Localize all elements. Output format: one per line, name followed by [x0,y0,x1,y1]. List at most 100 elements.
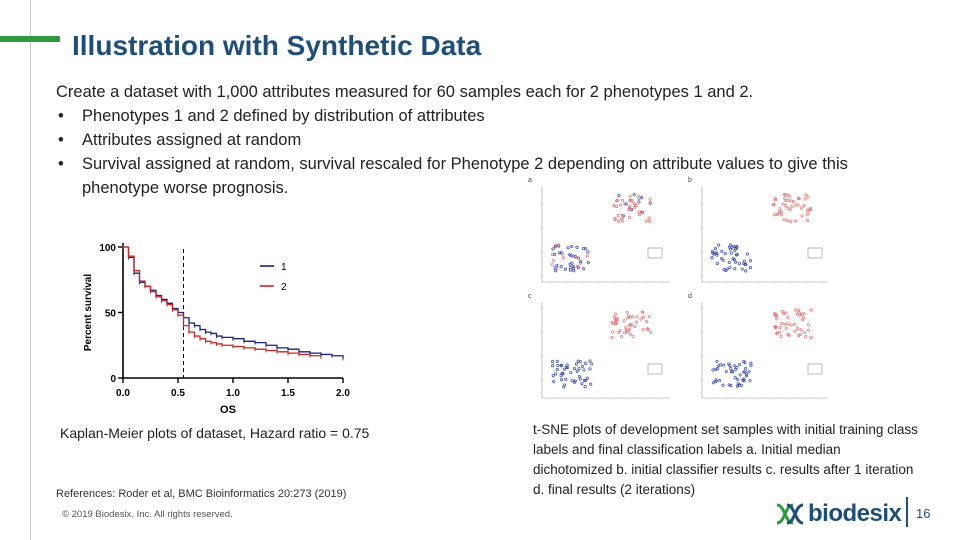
tsne-point [579,260,583,264]
tsne-point [786,316,790,320]
tsne-point [773,311,777,316]
km-series-line-2 [123,246,322,358]
tsne-point [580,364,584,368]
logo-wordmark: biodesix [808,500,902,527]
tsne-point [806,328,810,332]
tsne-point [748,379,752,383]
tsne-point [715,253,719,257]
tsne-point [735,253,739,257]
tsne-point [623,202,627,206]
tsne-point [731,257,735,261]
tsne-point [639,317,643,321]
tsne-point [632,193,636,197]
tsne-point [730,370,734,374]
tsne-point [710,249,715,253]
tsne-point [795,326,800,330]
tsne-point [581,267,586,271]
tsne-point [557,251,562,255]
tsne-point [786,198,790,202]
tsne-point [616,317,620,321]
tsne-point [628,194,632,199]
tsne-point [802,330,806,335]
tsne-point [713,247,718,251]
tsne-point [744,262,748,267]
tsne-point [632,206,636,210]
tsne-point [570,244,574,248]
tsne-point [747,369,751,374]
tsne-point [783,322,787,326]
tsne-point [809,308,813,312]
tsne-point [633,324,637,329]
tsne-point [744,372,748,376]
tsne-point [804,335,808,339]
tsne-point [637,210,641,214]
tsne-point [621,219,625,223]
intro-text: Create a dataset with 1,000 attributes m… [56,83,754,101]
tsne-point [631,334,635,338]
tsne-point [648,197,652,201]
tsne-point [632,201,636,205]
bullet-list: Phenotypes 1 and 2 defined by distributi… [56,104,856,200]
tsne-point [791,200,796,204]
tsne-point [641,327,645,331]
tsne-point [555,359,559,363]
bullet-item: Survival assigned at random, survival re… [56,152,856,200]
tsne-point [802,203,806,208]
tsne-point [715,251,719,256]
tsne-point [805,212,809,216]
tsne-point [714,379,718,383]
tsne-point [583,378,587,382]
tsne-point [786,322,790,326]
tsne-panel-c: c [528,293,670,400]
tsne-point [793,329,797,333]
tsne-point [749,361,753,365]
tsne-point [648,201,652,205]
tsne-point [648,219,652,223]
tsne-point [631,315,635,319]
tsne-point [637,200,641,204]
tsne-point [553,266,557,270]
tsne-point [744,367,748,371]
tsne-point [570,379,574,383]
tsne-point [728,243,732,247]
tsne-point [589,382,593,386]
tsne-point [711,251,715,255]
tsne-point [571,265,576,269]
tsne-point [800,214,804,218]
tsne-caption: t-SNE plots of development set samples w… [533,422,918,497]
tsne-point [580,382,584,386]
tsne-point [647,314,651,318]
tsne-point [569,370,573,375]
km-legend: 12 [260,262,287,293]
tsne-point [584,361,588,365]
tsne-point [733,267,737,271]
bullet-item: Attributes assigned at random [56,128,856,152]
tsne-point [775,331,779,335]
tsne-point [739,383,743,387]
tsne-point [561,372,565,376]
tsne-point [590,362,594,366]
km-series-group [122,245,344,361]
tsne-point [786,193,790,197]
tsne-panel-d: d [688,293,828,400]
slide-body: Create a dataset with 1,000 attributes m… [56,80,856,200]
tsne-point [727,383,731,387]
tsne-point [799,312,803,317]
tsne-point [585,254,589,258]
tsne-point [738,362,742,367]
tsne-point [564,377,568,381]
tsne-point [783,196,787,201]
tsne-point [779,334,783,339]
tsne-point [573,255,578,259]
tsne-point [729,251,733,255]
tsne-point [775,212,779,216]
tsne-point [585,376,589,380]
tsne-point [559,251,563,255]
tsne-panel-label: b [688,177,692,184]
tsne-point [576,359,580,363]
tsne-point [570,261,574,265]
tsne-point [741,378,745,382]
tsne-point [572,367,577,371]
tsne-point [582,247,586,251]
tsne-point [720,249,724,253]
